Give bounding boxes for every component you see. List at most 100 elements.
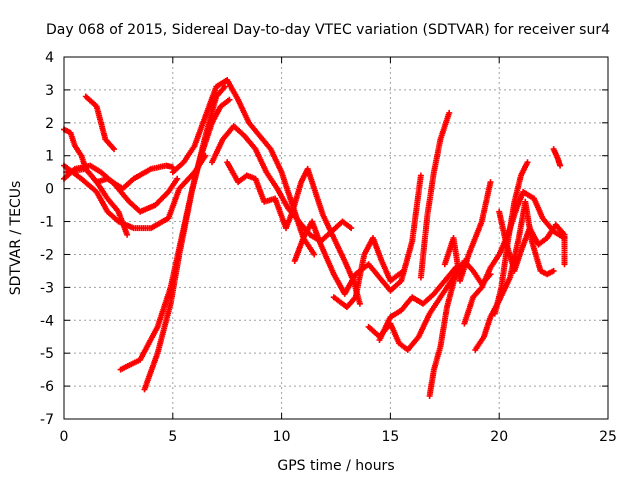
data-point <box>178 253 181 256</box>
data-point <box>265 170 268 174</box>
data-point <box>104 138 107 141</box>
data-point <box>254 177 257 180</box>
data-point <box>498 210 501 213</box>
y-tick-label: -2 <box>40 247 54 263</box>
x-tick-label: 5 <box>168 429 177 445</box>
data-point <box>313 253 316 256</box>
data-point <box>156 325 159 329</box>
data-point <box>204 154 207 157</box>
data-point <box>558 164 562 167</box>
data-point <box>236 180 240 184</box>
data-point <box>223 85 227 88</box>
series-sat-10 <box>224 159 363 307</box>
data-point <box>254 147 257 151</box>
data-point <box>175 177 179 180</box>
y-axis-label: SDTVAR / TECUs <box>8 181 24 296</box>
data-point <box>138 358 142 361</box>
data-point <box>432 170 436 174</box>
data-point <box>343 259 346 263</box>
data-point <box>439 345 442 348</box>
x-tick-label: 20 <box>490 429 508 445</box>
data-point <box>178 187 181 190</box>
x-axis-label: GPS time / hours <box>277 458 394 474</box>
data-point <box>419 276 423 279</box>
data-point <box>556 157 560 161</box>
data-point <box>363 253 366 256</box>
data-point <box>308 233 312 236</box>
data-point <box>167 217 170 220</box>
series-sat-08 <box>169 77 318 258</box>
data-point <box>426 213 429 217</box>
series-sat-18 <box>461 188 568 327</box>
data-point <box>445 286 449 289</box>
data-point <box>367 325 370 329</box>
data-point <box>215 85 218 88</box>
y-tick-label: -1 <box>40 215 54 231</box>
data-point <box>69 131 72 134</box>
data-point <box>400 279 403 282</box>
data-point <box>432 292 436 296</box>
data-point <box>119 368 122 371</box>
data-point <box>443 263 446 266</box>
data-point <box>247 121 251 125</box>
series-sat-11 <box>291 172 424 297</box>
data-point <box>297 220 301 223</box>
data-point <box>169 302 172 306</box>
series-sat-22 <box>550 146 564 169</box>
data-point <box>354 296 357 299</box>
data-point <box>291 210 294 213</box>
data-point <box>156 351 159 355</box>
data-point <box>367 263 370 266</box>
data-point <box>258 134 262 138</box>
data-point <box>428 394 431 398</box>
data-point <box>389 315 392 319</box>
x-tick-label: 15 <box>381 429 399 445</box>
data-point <box>489 266 492 269</box>
series-sat-21 <box>496 208 568 274</box>
y-tick-label: 4 <box>45 50 54 66</box>
data-point <box>563 233 566 236</box>
data-point <box>64 170 68 174</box>
y-tick-label: -6 <box>40 379 54 395</box>
series-sat-14 <box>376 264 459 343</box>
data-point <box>117 220 120 223</box>
data-point <box>286 207 290 210</box>
data-point <box>421 302 425 306</box>
data-point <box>350 226 353 230</box>
data-point <box>508 276 512 279</box>
data-point <box>319 243 322 246</box>
data-point <box>193 144 196 148</box>
data-point <box>80 154 83 157</box>
data-point <box>445 305 449 309</box>
data-point <box>354 273 357 276</box>
data-point <box>452 236 455 240</box>
data-point <box>410 296 414 299</box>
data-point <box>95 105 98 108</box>
y-tick-label: 3 <box>45 83 54 99</box>
data-point <box>545 273 549 276</box>
data-point <box>500 286 503 289</box>
data-point <box>439 138 442 141</box>
data-point <box>302 236 305 240</box>
data-point <box>73 144 77 148</box>
data-point <box>489 315 492 319</box>
data-point <box>95 180 98 184</box>
data-point <box>389 279 392 282</box>
series-sat-15 <box>417 109 453 281</box>
data-point <box>458 279 462 282</box>
data-point <box>88 164 92 167</box>
data-point <box>524 200 527 203</box>
data-point <box>171 170 174 174</box>
data-point <box>117 210 120 213</box>
data-point <box>132 177 135 180</box>
data-point <box>182 161 185 164</box>
data-point <box>310 220 314 223</box>
data-point <box>545 236 549 240</box>
data-point <box>378 276 381 279</box>
data-point <box>236 98 240 101</box>
data-point <box>284 226 288 230</box>
data-point <box>528 226 531 230</box>
data-point <box>480 220 483 223</box>
y-tick-label: -7 <box>40 412 54 428</box>
